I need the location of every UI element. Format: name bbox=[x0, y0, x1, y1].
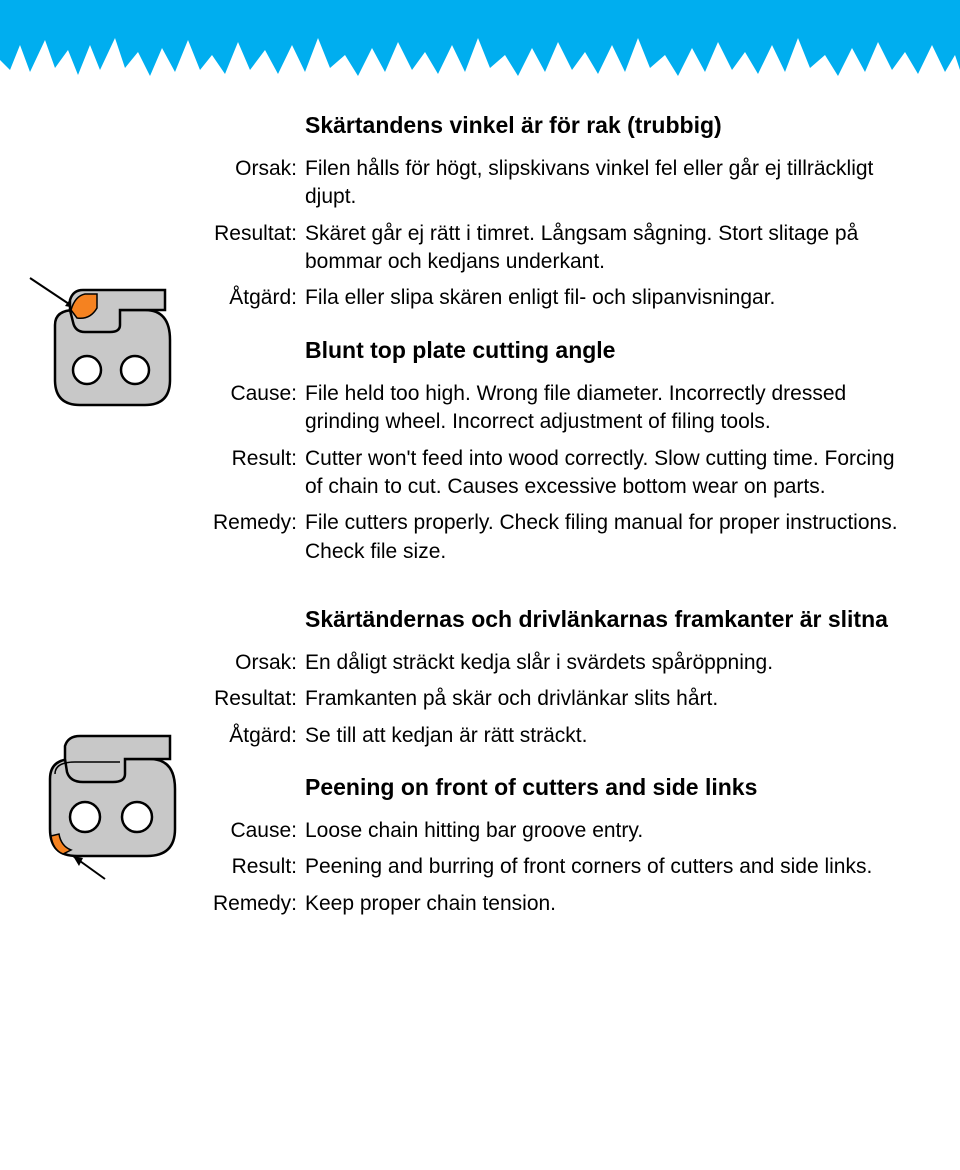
title-swedish: Skärtändernas och drivlänkarnas framkant… bbox=[305, 604, 900, 635]
atgard-text: Fila eller slipa skären enligt fil- och … bbox=[305, 284, 900, 312]
orsak-label: Orsak: bbox=[210, 649, 305, 677]
treeline-decoration bbox=[0, 0, 960, 100]
resultat-label: Resultat: bbox=[210, 220, 305, 277]
chain-link-blunt-icon bbox=[25, 270, 185, 420]
chain-link-peening-icon bbox=[25, 724, 185, 884]
cause-label: Cause: bbox=[210, 380, 305, 437]
illustration-column bbox=[0, 110, 210, 420]
title-swedish: Skärtandens vinkel är för rak (trubbig) bbox=[305, 110, 900, 141]
text-column: Skärtändernas och drivlänkarnas framkant… bbox=[210, 604, 900, 926]
resultat-label: Resultat: bbox=[210, 685, 305, 713]
title-english: Blunt top plate cutting angle bbox=[305, 335, 900, 366]
illustration-column bbox=[0, 604, 210, 884]
cause-text: File held too high. Wrong file diameter.… bbox=[305, 380, 900, 437]
orsak-label: Orsak: bbox=[210, 155, 305, 212]
section-blunt-angle: Skärtandens vinkel är för rak (trubbig) … bbox=[0, 110, 900, 574]
result-label: Result: bbox=[210, 853, 305, 881]
page-content: Skärtandens vinkel är för rak (trubbig) … bbox=[0, 110, 960, 956]
section-peening: Skärtändernas och drivlänkarnas framkant… bbox=[0, 604, 900, 926]
remedy-text: File cutters properly. Check filing manu… bbox=[305, 509, 900, 566]
atgard-text: Se till att kedjan är rätt sträckt. bbox=[305, 722, 900, 750]
remedy-label: Remedy: bbox=[210, 890, 305, 918]
text-column: Skärtandens vinkel är för rak (trubbig) … bbox=[210, 110, 900, 574]
title-english: Peening on front of cutters and side lin… bbox=[305, 772, 900, 803]
orsak-text: Filen hålls för högt, slipskivans vinkel… bbox=[305, 155, 900, 212]
result-text: Cutter won't feed into wood correctly. S… bbox=[305, 445, 900, 502]
resultat-text: Framkanten på skär och drivlänkar slits … bbox=[305, 685, 900, 713]
result-label: Result: bbox=[210, 445, 305, 502]
remedy-label: Remedy: bbox=[210, 509, 305, 566]
atgard-label: Åtgärd: bbox=[210, 722, 305, 750]
remedy-text: Keep proper chain tension. bbox=[305, 890, 900, 918]
cause-text: Loose chain hitting bar groove entry. bbox=[305, 817, 900, 845]
orsak-text: En dåligt sträckt kedja slår i svärdets … bbox=[305, 649, 900, 677]
atgard-label: Åtgärd: bbox=[210, 284, 305, 312]
result-text: Peening and burring of front corners of … bbox=[305, 853, 900, 881]
resultat-text: Skäret går ej rätt i timret. Långsam såg… bbox=[305, 220, 900, 277]
cause-label: Cause: bbox=[210, 817, 305, 845]
